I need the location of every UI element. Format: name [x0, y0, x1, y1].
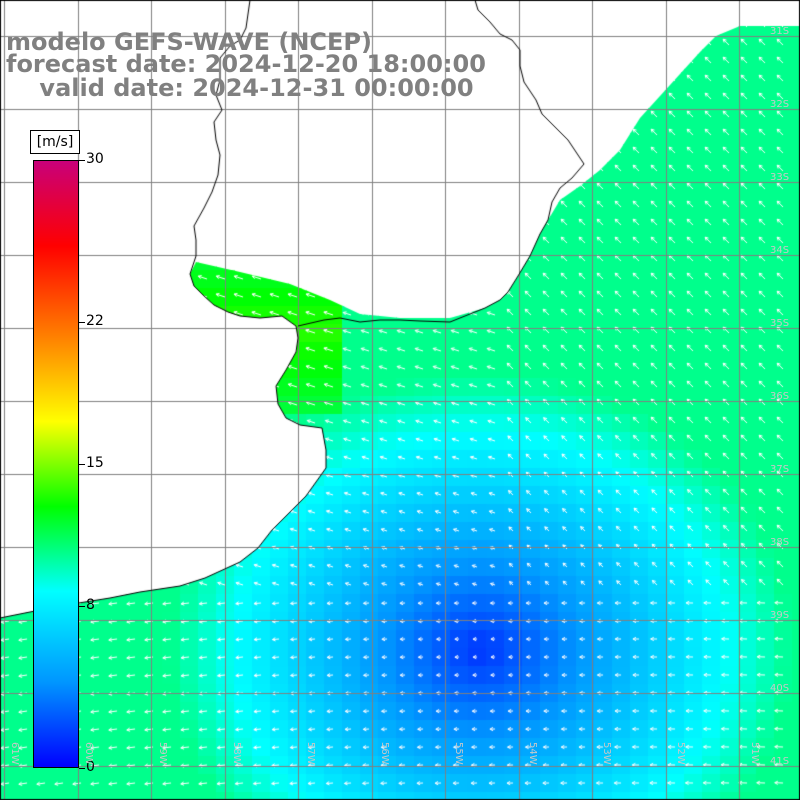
colorbar-tick	[79, 464, 85, 465]
colorbar-tick	[79, 768, 85, 769]
longitude-label: 54W	[527, 742, 538, 765]
colorbar-tick-label: 30	[86, 151, 104, 167]
colorbar-tick-label: 0	[86, 759, 95, 775]
latitude-label: 37S	[770, 464, 790, 475]
colorbar-tick	[79, 160, 85, 161]
latitude-label: 36S	[770, 391, 790, 402]
colorbar-tick-label: 22	[86, 313, 104, 330]
longitude-label: 52W	[675, 742, 686, 765]
latitude-label: 35S	[770, 318, 790, 329]
longitude-label: 60W	[83, 742, 94, 765]
latitude-label: 41S	[770, 756, 790, 767]
colorbar-tick-label: 15	[86, 455, 104, 471]
latitude-label: 32S	[770, 99, 790, 110]
longitude-label: 61W	[9, 742, 20, 765]
latitude-label: 39S	[770, 610, 790, 621]
latitude-label: 33S	[770, 172, 790, 183]
colorbar-tick	[79, 605, 85, 607]
legend-units: [m/s]	[30, 130, 80, 154]
longitude-label: 51W	[749, 742, 760, 765]
colorbar	[33, 160, 79, 768]
latitude-label: 40S	[770, 683, 790, 694]
longitude-label: 56W	[379, 742, 390, 765]
latitude-label: 31S	[770, 26, 790, 37]
longitude-label: 57W	[305, 742, 316, 765]
longitude-label: 55W	[453, 742, 464, 765]
latitude-label: 38S	[770, 537, 790, 548]
title-model: modelo GEFS-WAVE (NCEP)	[6, 28, 372, 56]
longitude-label: 53W	[601, 742, 612, 765]
colorbar-tick	[79, 322, 85, 324]
colorbar-tick-label: 8	[86, 596, 95, 613]
longitude-label: 58W	[231, 742, 242, 765]
title-forecast-date: forecast date: 2024-12-20 18:00:00	[6, 50, 486, 78]
title-valid-date: valid date: 2024-12-31 00:00:00	[6, 74, 474, 102]
longitude-label: 59W	[157, 742, 168, 765]
latitude-label: 34S	[770, 245, 790, 256]
